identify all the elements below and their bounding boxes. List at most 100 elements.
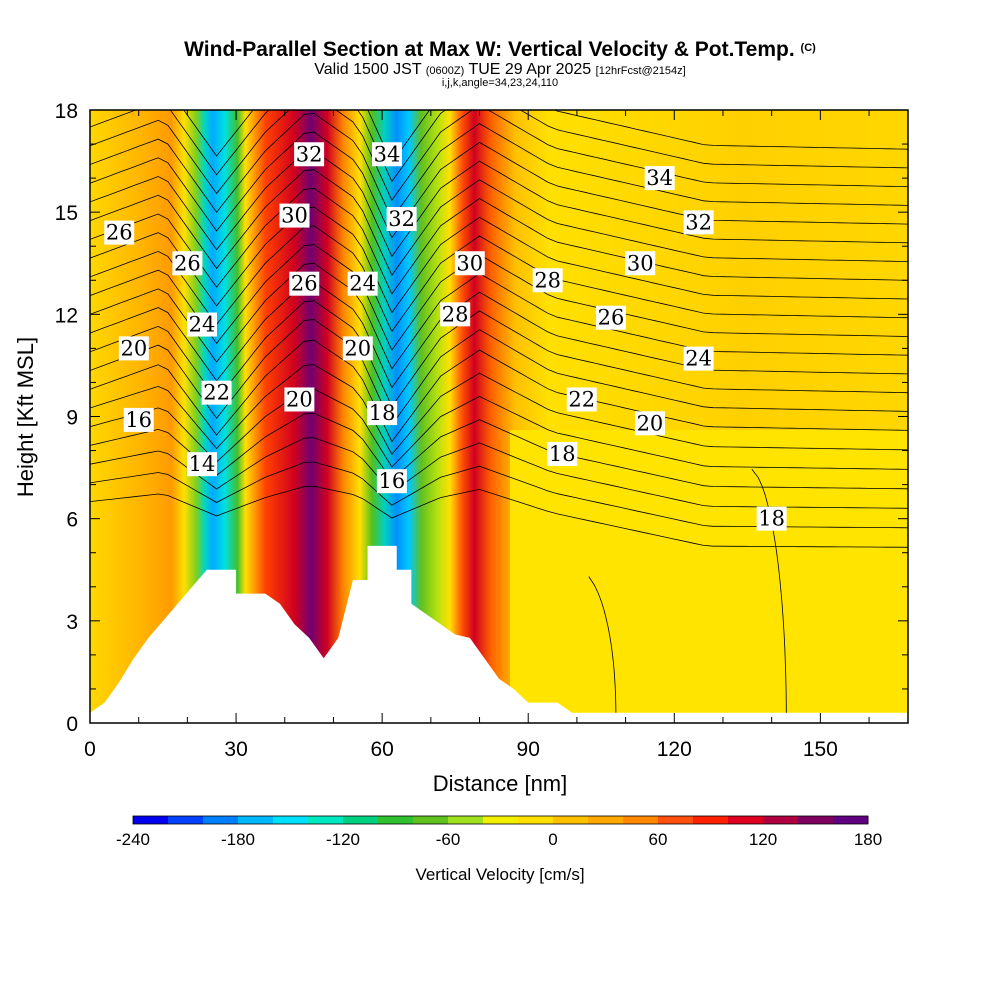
- theta-label: 28: [532, 268, 563, 293]
- y-tick-label: 9: [66, 407, 78, 430]
- colorbar-segment: [763, 816, 799, 824]
- colorbar-segment: [623, 816, 659, 824]
- theta-label-text: 32: [296, 142, 323, 166]
- theta-label-box: [644, 166, 675, 191]
- colorbar-segment: [133, 816, 169, 824]
- theta-contour: [588, 576, 617, 713]
- theta-label: 30: [454, 251, 485, 276]
- theta-contour: [90, 206, 908, 314]
- theta-label-text: 24: [685, 347, 712, 371]
- y-tick-label: 3: [66, 611, 78, 634]
- theta-label-box: [186, 452, 217, 477]
- colorbar-segment: [658, 816, 694, 824]
- theta-contour: [90, 388, 908, 470]
- theta-label-box: [347, 271, 378, 296]
- theta-contour: [90, 110, 908, 183]
- theta-label-text: 16: [379, 469, 406, 493]
- colorbar-segment: [378, 816, 414, 824]
- colorbar-tick-label: -60: [436, 830, 461, 849]
- theta-label-box: [118, 336, 149, 361]
- theta-label-text: 26: [106, 221, 133, 245]
- theta-contour: [90, 412, 908, 490]
- colorbar-segment: [798, 816, 834, 824]
- theta-label: 32: [683, 210, 714, 235]
- theta-label-text: 20: [344, 336, 371, 360]
- y-tick-label: 18: [55, 100, 78, 123]
- colorbar-frame: [132, 815, 869, 825]
- theta-label-box: [372, 142, 403, 167]
- colorbar-tick-label: -240: [116, 830, 150, 849]
- theta-label-text: 28: [534, 268, 561, 292]
- theta-label-box: [566, 387, 597, 412]
- theta-label: 18: [547, 441, 578, 466]
- y-tick-label: 12: [55, 304, 78, 327]
- theta-label-text: 32: [388, 207, 415, 231]
- theta-label-text: 18: [549, 442, 576, 466]
- theta-label-box: [289, 271, 320, 296]
- theta-label: 34: [372, 142, 403, 167]
- theta-label-text: 26: [174, 251, 201, 275]
- theta-label: 34: [644, 166, 675, 191]
- x-axis-label: Distance [nm]: [433, 771, 568, 796]
- y-tick-label: 0: [66, 713, 78, 736]
- theta-contour: [90, 262, 908, 370]
- theta-label-box: [756, 506, 787, 531]
- theta-label-box: [201, 380, 232, 405]
- colorbar-segment: [273, 816, 309, 824]
- terrain: [90, 545, 908, 723]
- theta-label-box: [683, 346, 714, 371]
- colorbar-segment: [448, 816, 484, 824]
- x-tick-label: 30: [224, 738, 247, 761]
- theta-label-text: 14: [189, 452, 216, 476]
- theta-label-text: 26: [598, 306, 625, 330]
- theta-label: 20: [118, 336, 149, 361]
- theta-label-box: [440, 302, 471, 327]
- theta-label-box: [595, 305, 626, 330]
- theta-label: 26: [595, 305, 626, 330]
- theta-label-text: 30: [281, 204, 308, 228]
- theta-label-box: [279, 203, 310, 228]
- y-axis-label: Height [Kft MSL]: [13, 337, 38, 497]
- theta-contour: [90, 131, 908, 239]
- theta-label-text: 24: [189, 313, 216, 337]
- theta-label: 26: [104, 220, 135, 245]
- x-tick-label: 60: [370, 738, 393, 761]
- theta-label-box: [104, 220, 135, 245]
- y-tick-label: 15: [55, 202, 78, 225]
- theta-label-text: 18: [758, 507, 785, 531]
- colorbar-segment: [588, 816, 624, 824]
- theta-contour: [90, 150, 908, 258]
- theta-label-text: 34: [646, 166, 673, 190]
- theta-label: 30: [279, 203, 310, 228]
- colorbar-label: Vertical Velocity [cm/s]: [415, 865, 584, 884]
- colorbar-segment: [343, 816, 379, 824]
- theta-label-text: 28: [442, 302, 469, 326]
- theta-label: 16: [123, 407, 154, 432]
- theta-contour: [90, 110, 908, 201]
- colorbar-tick-label: -120: [326, 830, 360, 849]
- theta-contour: [90, 318, 908, 426]
- theta-label-text: 22: [203, 381, 230, 405]
- theta-label: 24: [683, 346, 714, 371]
- theta-label: 18: [756, 506, 787, 531]
- theta-label: 24: [347, 271, 378, 296]
- theta-label-box: [386, 206, 417, 231]
- theta-contour-labels: 32 34 34 30 32 32 26 26 30 30 28 26 24 28 26 24 20 20 24 22…: [104, 142, 787, 531]
- theta-label-text: 22: [568, 387, 595, 411]
- colorbar-segment: [238, 816, 274, 824]
- theta-contour: [90, 244, 908, 351]
- colorbar-segment: [693, 816, 729, 824]
- colorbar: -240 -180 -120 -60 0 60 120 180: [116, 815, 882, 849]
- theta-label-box: [634, 411, 665, 436]
- theta-label: 30: [625, 251, 656, 276]
- theta-label: 32: [294, 142, 325, 167]
- colorbar-segment: [203, 816, 239, 824]
- colorbar-tick-label: 0: [548, 830, 557, 849]
- theta-contour: [90, 281, 908, 389]
- theta-label: 32: [386, 206, 417, 231]
- theta-label-text: 32: [685, 210, 712, 234]
- colorbar-segment: [483, 816, 519, 824]
- theta-label: 28: [440, 302, 471, 327]
- x-tick-label: 0: [84, 738, 96, 761]
- theta-label-text: 24: [349, 272, 376, 296]
